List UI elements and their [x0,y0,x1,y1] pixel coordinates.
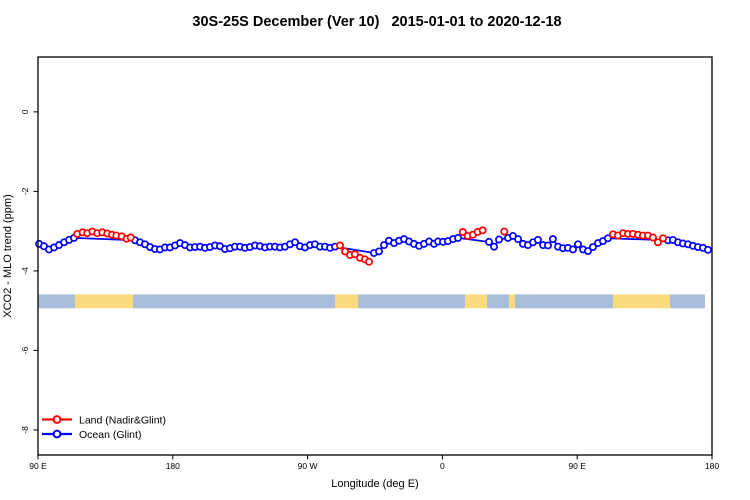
data-point [495,235,503,244]
x-tick-label: 90 E [568,461,586,471]
data-point [649,233,657,242]
y-tick-label: -2 [20,187,30,195]
data-point [603,234,612,243]
legend: Land (Nadir&Glint) Ocean (Glint) [42,414,166,441]
band-segment-ocean [38,294,75,309]
data-point [458,227,467,236]
data-point [485,237,493,246]
data-point [534,235,542,244]
band-segment-ocean [357,294,466,309]
legend-marker [52,429,62,439]
x-tick-label: 180 [705,461,719,471]
data-point [478,226,487,235]
data-point [291,238,299,247]
band-segment-land [509,294,516,309]
data-point [659,234,667,243]
data-point [514,235,522,244]
band-segment-ocean [515,294,613,309]
band-segment-ocean [487,294,510,309]
data-point [336,241,344,250]
band-segment-land [335,294,358,309]
data-point [588,243,597,252]
data-point [490,242,499,251]
x-tick-label: 90 W [298,461,318,471]
data-point [584,247,592,255]
data-point [653,238,662,247]
data-point [454,233,462,242]
x-axis-title: Longitude (deg E) [331,478,418,490]
band-segment-ocean [670,294,705,309]
data-point [350,250,359,259]
y-tick-label: -8 [20,426,30,434]
axes: 90 E 180 90 W 0 90 E 180 0 -2 -4 -6 -8 [20,56,719,471]
y-axis-title: XCO2 - MLO trend (ppm) [2,194,14,317]
data-point [573,240,582,249]
x-tick-label: 0 [440,461,445,471]
data-point [365,257,373,266]
y-tick-label: -6 [20,346,30,354]
band-segment-land [465,294,488,309]
legend-marker [52,415,62,424]
data-point [569,245,577,254]
data-point [375,247,383,256]
legend-label: Ocean (Glint) [79,429,141,441]
legend-label: Land (Nadir&Glint) [79,414,166,426]
band-segment-land [612,294,671,309]
surface-band [38,294,705,309]
y-tick-label: -4 [20,267,30,275]
band-segment-land [74,294,133,309]
x-tick-label: 180 [166,461,180,471]
y-tick-label: 0 [20,109,30,114]
plot-border [37,56,713,456]
data-point [548,235,557,244]
data-series [35,226,712,266]
data-point [544,241,552,250]
data-point [500,227,509,236]
data-point [704,245,712,254]
data-point [341,247,349,256]
data-point [380,241,388,250]
chart-title: 30S-25S December (Ver 10) 2015-01-01 to … [192,14,561,30]
band-segment-ocean [132,294,336,309]
x-tick-label: 90 E [29,461,47,471]
data-point [126,233,135,242]
